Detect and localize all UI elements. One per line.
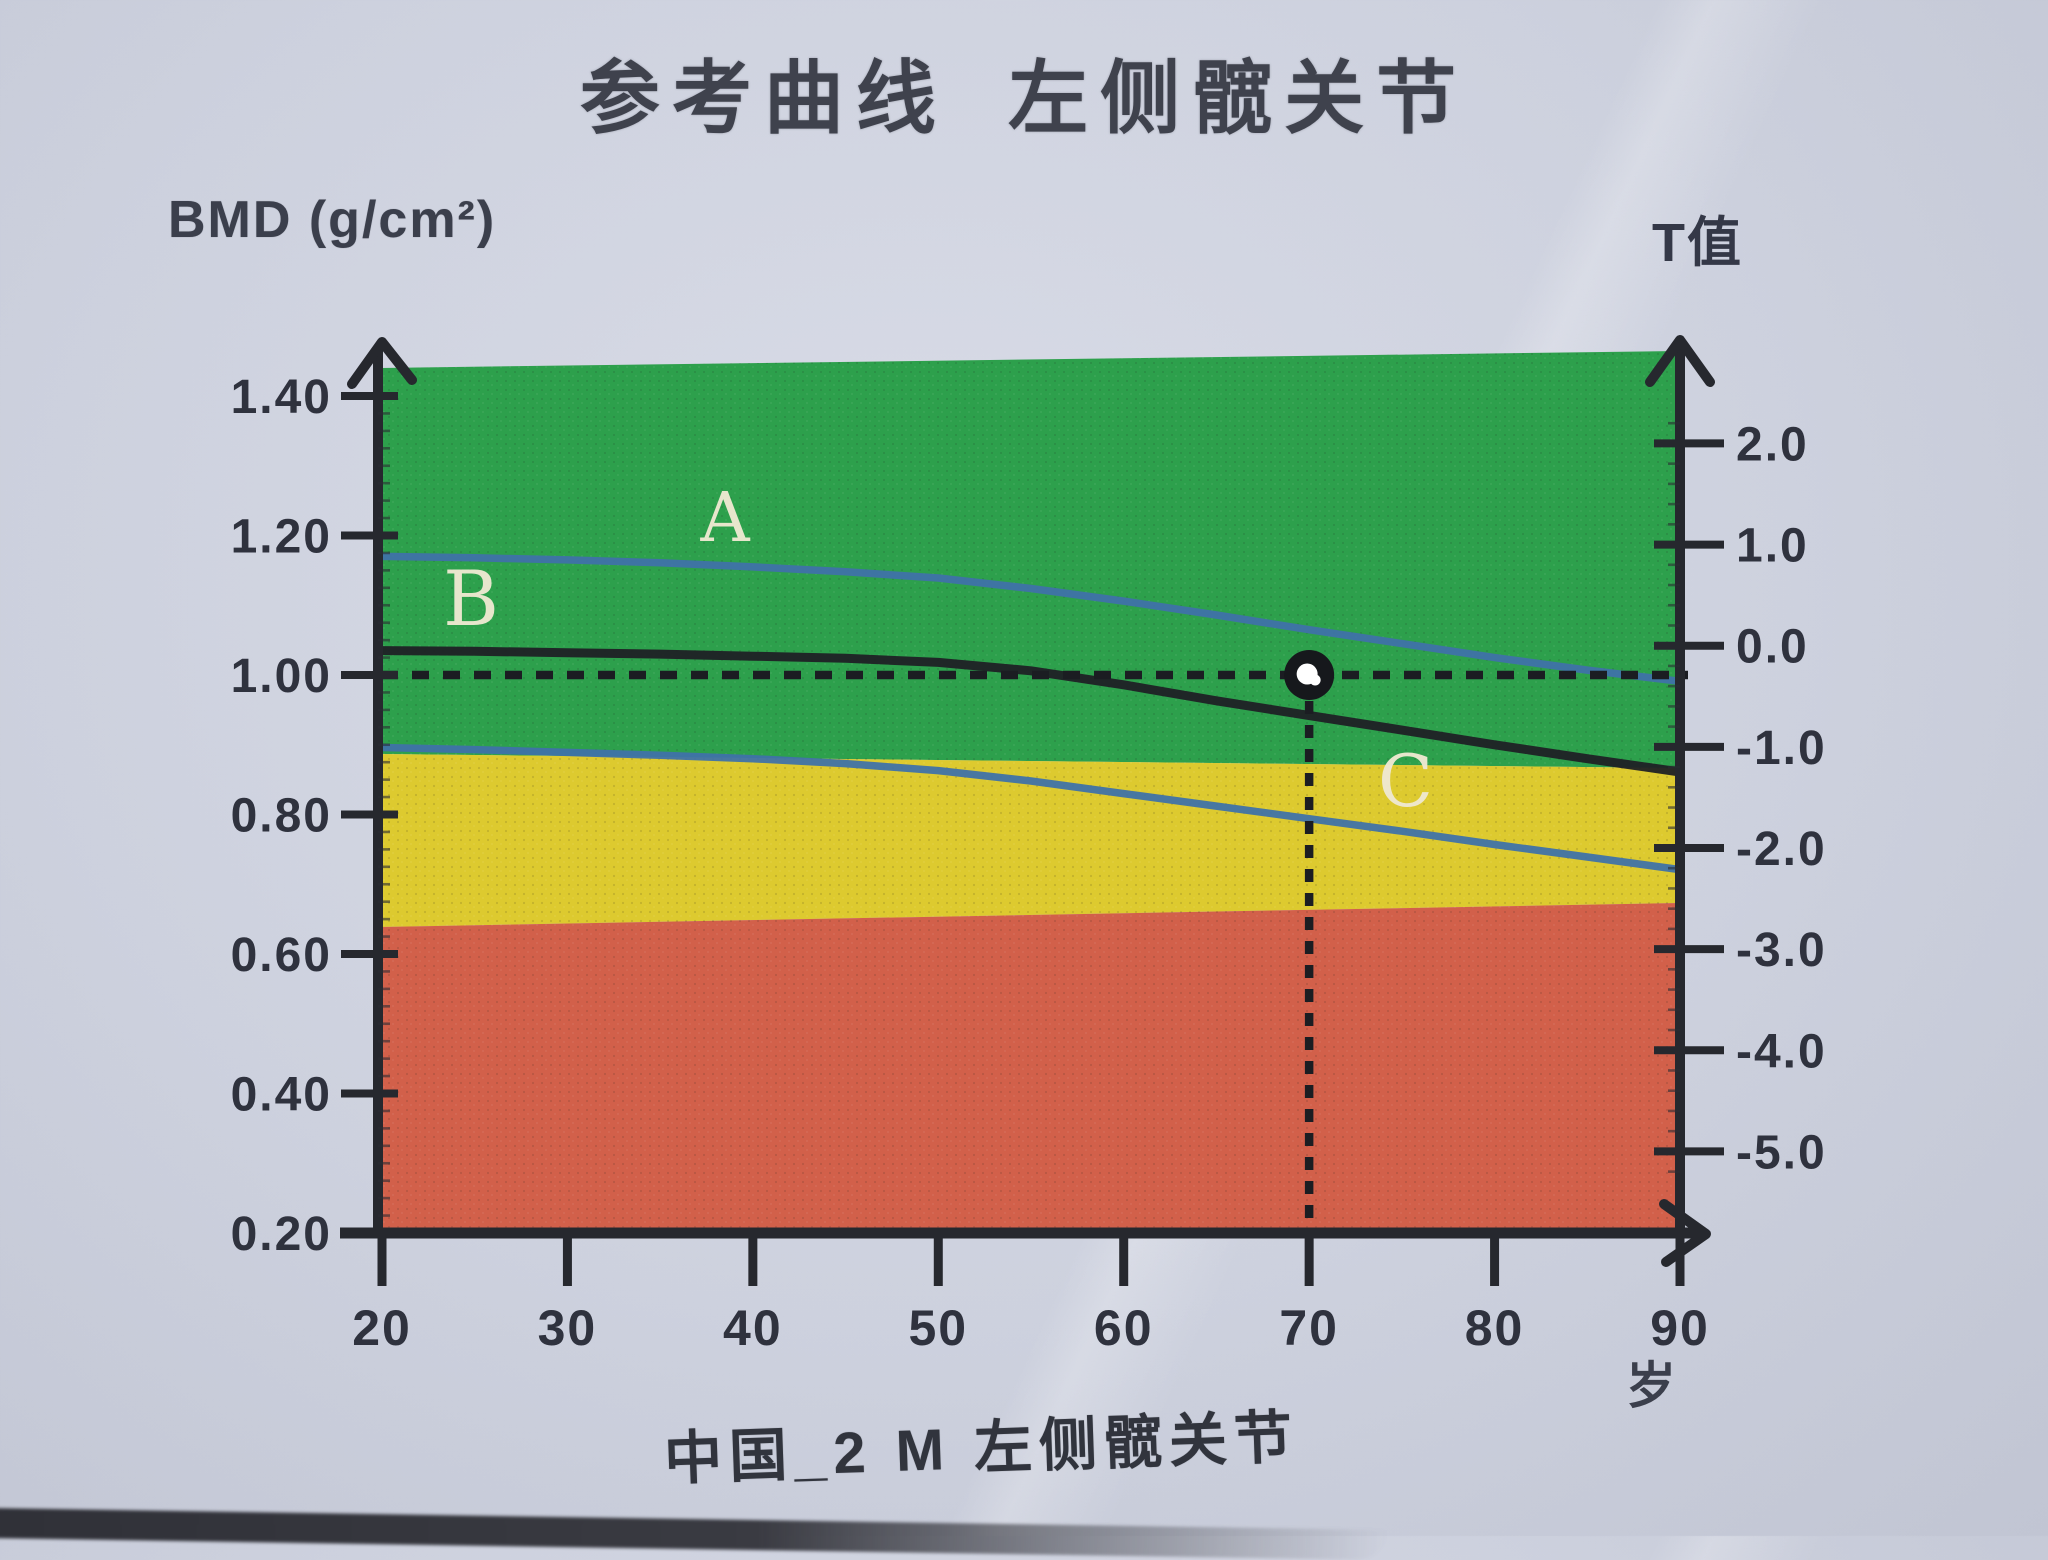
bmd-tick-label: 0.20 <box>231 1208 332 1261</box>
curve-c <box>378 743 1684 874</box>
patient-point-marker-dot <box>1309 674 1321 686</box>
bmd-axis-label: BMD (g/cm²) <box>168 191 497 249</box>
curve-label-b: B <box>443 554 499 643</box>
age-tick-label: 70 <box>1279 1300 1339 1356</box>
age-tick-label: 30 <box>538 1300 598 1356</box>
age-tick-label: 60 <box>1094 1300 1154 1356</box>
t-tick-label: 0.0 <box>1736 621 1809 674</box>
paper-texture <box>378 351 1680 1233</box>
age-tick-label: 90 <box>1650 1300 1710 1356</box>
t-tick-label: -5.0 <box>1736 1126 1827 1179</box>
bmd-tick-label: 1.00 <box>231 650 332 703</box>
t-tick-label: 2.0 <box>1736 418 1809 471</box>
curve-label-c: C <box>1378 739 1433 823</box>
t-tick-label: -1.0 <box>1736 722 1827 775</box>
page-title: 参考曲线 左侧髋关节 <box>579 54 1469 143</box>
bmd-tick-label: 1.20 <box>231 511 332 564</box>
age-unit-label: 岁 <box>1626 1358 1676 1414</box>
age-tick-label: 50 <box>908 1300 968 1356</box>
t-tick-label: -2.0 <box>1736 823 1827 876</box>
t-tick-label: 1.0 <box>1736 520 1809 573</box>
bmd-tick-label: 1.40 <box>231 371 332 424</box>
age-tick-label: 20 <box>352 1300 412 1356</box>
t-axis-arrow-icon <box>1645 335 1715 387</box>
bmd-tick-label: 0.80 <box>231 790 332 843</box>
age-tick-label: 80 <box>1465 1300 1525 1356</box>
curve-label-a: A <box>699 479 750 558</box>
curve-b <box>377 646 1685 777</box>
t-tick-label: -3.0 <box>1736 924 1827 977</box>
t-value-axis-label: T值 <box>1652 213 1743 273</box>
bmd-tick-label: 0.60 <box>231 929 332 982</box>
age-axis-arrow-icon <box>1659 1199 1711 1267</box>
bmd-tick-label: 0.40 <box>231 1069 332 1122</box>
age-tick-label: 40 <box>723 1300 783 1356</box>
curve-a <box>378 552 1684 686</box>
t-tick-label: -4.0 <box>1736 1025 1827 1078</box>
bmd-axis-arrow-icon <box>347 337 417 389</box>
